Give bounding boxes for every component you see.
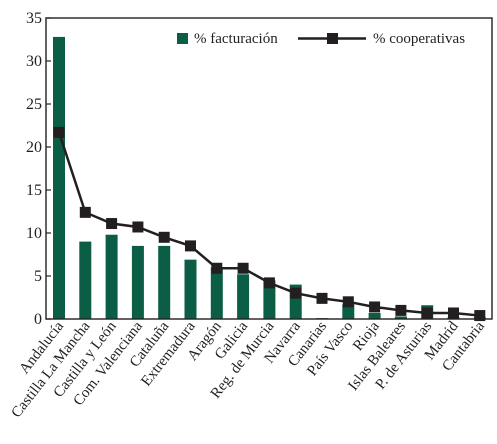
line-point — [132, 221, 144, 233]
legend-label-cooperativas: % cooperativas — [373, 31, 465, 47]
y-axis: 0 5 10 15 20 25 30 35 — [26, 10, 51, 328]
bar — [158, 245, 171, 319]
line-point — [106, 218, 118, 230]
line-point — [211, 262, 223, 274]
bar — [342, 304, 355, 319]
bar — [105, 234, 118, 319]
bar — [368, 312, 381, 319]
bar — [263, 280, 276, 319]
bar — [237, 274, 250, 319]
line-point — [237, 262, 249, 274]
plot-frame — [45, 17, 493, 320]
bar — [394, 316, 407, 319]
legend-swatch-facturacion — [177, 33, 188, 44]
y-tick-label: 10 — [26, 225, 42, 242]
line-point — [290, 287, 302, 299]
y-tick-label: 5 — [34, 268, 42, 285]
bar — [131, 245, 144, 319]
line-point — [421, 307, 433, 319]
bar-series — [53, 36, 486, 320]
line-point — [263, 277, 275, 289]
legend-marker-cooperativas — [327, 33, 338, 44]
line-point — [342, 296, 354, 308]
line-point — [316, 292, 328, 304]
line-point — [79, 206, 91, 218]
y-tick-label: 20 — [26, 139, 42, 156]
y-tick-label: 15 — [26, 182, 42, 199]
line-point — [395, 304, 407, 316]
line-series — [53, 126, 486, 322]
bar — [79, 241, 92, 319]
line-point — [158, 231, 170, 243]
line-point — [53, 126, 65, 138]
line-point — [185, 240, 196, 252]
y-tick-label: 30 — [26, 53, 42, 70]
bar — [53, 36, 65, 320]
y-tick-label: 25 — [26, 96, 42, 113]
line-point — [448, 307, 459, 319]
line-point — [369, 301, 381, 313]
bar — [210, 267, 223, 319]
y-tick-label: 35 — [26, 10, 42, 27]
y-tick-label: 0 — [34, 311, 42, 328]
legend-label-facturacion: % facturación — [194, 31, 278, 47]
legend: % facturación % cooperativas — [177, 31, 465, 47]
line-point — [474, 310, 486, 322]
bar — [184, 259, 197, 319]
